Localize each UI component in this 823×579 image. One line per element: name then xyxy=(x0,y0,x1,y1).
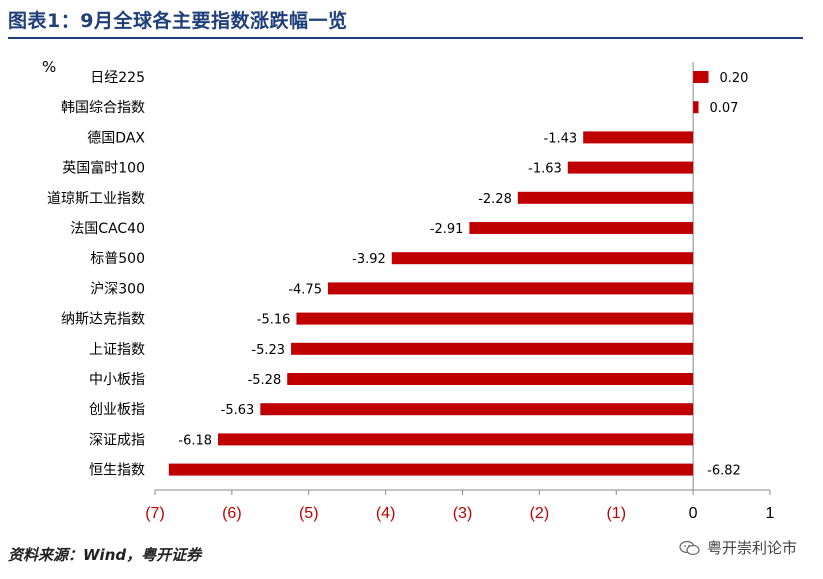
x-tick-label: (5) xyxy=(299,505,319,522)
source-note: 资料来源：Wind，粤开证券 xyxy=(8,546,202,564)
bar xyxy=(218,433,694,446)
bar xyxy=(327,282,694,295)
bar xyxy=(287,373,694,385)
data-label: -6.82 xyxy=(707,464,741,479)
figure-title: 图表1：9月全球各主要指数涨跌幅一览 xyxy=(8,10,348,32)
category-label: 道琼斯工业指数 xyxy=(47,191,145,207)
bar xyxy=(391,252,694,265)
data-label: -6.18 xyxy=(178,433,212,448)
x-tick-label: (2) xyxy=(530,505,550,522)
data-label: 0.20 xyxy=(720,71,749,86)
unit-label: % xyxy=(42,58,56,76)
data-label: -1.43 xyxy=(544,131,578,146)
wechat-icon xyxy=(679,540,700,555)
data-label: -1.63 xyxy=(528,162,562,177)
data-label: -5.16 xyxy=(257,313,291,328)
data-label: -2.91 xyxy=(430,222,464,237)
bar xyxy=(693,101,699,114)
category-label: 沪深300 xyxy=(90,281,145,297)
bar xyxy=(693,71,709,83)
category-label: 日经225 xyxy=(90,70,145,86)
data-label: -5.63 xyxy=(221,403,255,418)
data-label: -2.28 xyxy=(478,192,512,207)
watermark-text: 粤开崇利论市 xyxy=(706,539,797,557)
watermark: 粤开崇利论市 xyxy=(679,537,797,558)
category-label: 中小板指 xyxy=(89,372,145,388)
x-tick-label: (7) xyxy=(145,505,165,522)
category-label: 法国CAC40 xyxy=(70,221,145,237)
category-label: 创业板指 xyxy=(89,402,145,418)
category-label: 上证指数 xyxy=(89,342,145,358)
category-label: 德国DAX xyxy=(87,130,145,146)
category-label: 英国富时100 xyxy=(62,160,145,177)
bar xyxy=(567,161,694,174)
data-label: -5.23 xyxy=(251,343,285,358)
title-divider xyxy=(8,37,803,39)
x-tick-label: (3) xyxy=(453,505,473,522)
x-tick-label: (1) xyxy=(606,505,626,522)
bar xyxy=(517,191,694,204)
bar xyxy=(296,312,694,325)
x-tick-label: 1 xyxy=(766,505,775,522)
bar xyxy=(583,131,694,144)
x-tick-label: (6) xyxy=(222,505,242,522)
bar xyxy=(469,222,694,234)
category-label: 纳斯达克指数 xyxy=(61,312,145,328)
x-tick-label: 0 xyxy=(689,505,698,522)
bar xyxy=(260,403,694,416)
data-label: -3.92 xyxy=(352,252,386,267)
x-tick-label: (4) xyxy=(376,505,396,522)
category-label: 标普500 xyxy=(90,251,145,267)
category-label: 深证成指 xyxy=(89,432,145,448)
category-label: 韩国综合指数 xyxy=(61,100,145,116)
data-label: 0.07 xyxy=(710,101,739,116)
bar xyxy=(291,342,694,355)
data-label: -5.28 xyxy=(248,373,282,388)
data-label: -4.75 xyxy=(288,282,322,297)
bar-chart: % (7) (6) (5) (4) (3) (2) (1) 0 1 日经225 0.20 韩国综合指数 0… xyxy=(42,58,775,522)
bar xyxy=(168,463,694,476)
category-label: 恒生指数 xyxy=(89,463,145,479)
